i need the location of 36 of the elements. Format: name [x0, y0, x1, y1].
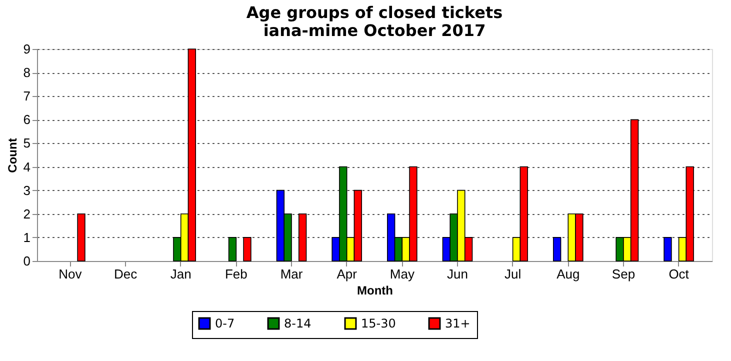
x-tick-label: Oct	[668, 266, 690, 282]
legend-label: 8-14	[284, 316, 312, 331]
bar	[77, 213, 86, 262]
y-tick-label: 9	[23, 42, 30, 56]
x-axis-title: Month	[357, 284, 393, 298]
y-tick-label: 8	[23, 65, 30, 80]
y-tick-label: 0	[23, 254, 30, 268]
x-tick-label: Sep	[612, 266, 636, 282]
x-tick-label: Nov	[58, 266, 82, 282]
bar	[228, 237, 237, 262]
x-tick-label: Jun	[447, 266, 468, 282]
y-tick-label: 6	[23, 112, 30, 128]
bar	[243, 237, 252, 262]
x-tick-label: Feb	[224, 266, 248, 282]
x-tick-label: Dec	[114, 266, 138, 282]
x-tick-label: Jul	[504, 266, 522, 282]
legend-label: 0-7	[215, 316, 235, 331]
chart-title: Age groups of closed tickets	[246, 3, 503, 22]
bar	[298, 213, 307, 262]
bar	[664, 237, 672, 262]
x-tick-label: Aug	[556, 266, 580, 282]
y-tick-label: 5	[23, 136, 30, 151]
y-tick-label: 1	[23, 230, 30, 245]
x-tick-label: May	[390, 266, 415, 282]
x-tick-label: Apr	[336, 266, 358, 282]
chart-subtitle: iana-mime October 2017	[263, 21, 486, 40]
y-tick-label: 2	[23, 206, 30, 222]
y-tick-label: 3	[23, 182, 30, 198]
y-axis-title: Count	[5, 138, 20, 173]
x-tick-label: Jan	[170, 266, 192, 282]
legend-label: 15-30	[361, 316, 396, 331]
y-tick-label: 4	[23, 159, 30, 174]
x-tick-label: Mar	[280, 266, 304, 282]
legend-label: 31+	[445, 316, 470, 331]
bar	[552, 237, 562, 262]
y-tick-label: 7	[23, 88, 30, 104]
